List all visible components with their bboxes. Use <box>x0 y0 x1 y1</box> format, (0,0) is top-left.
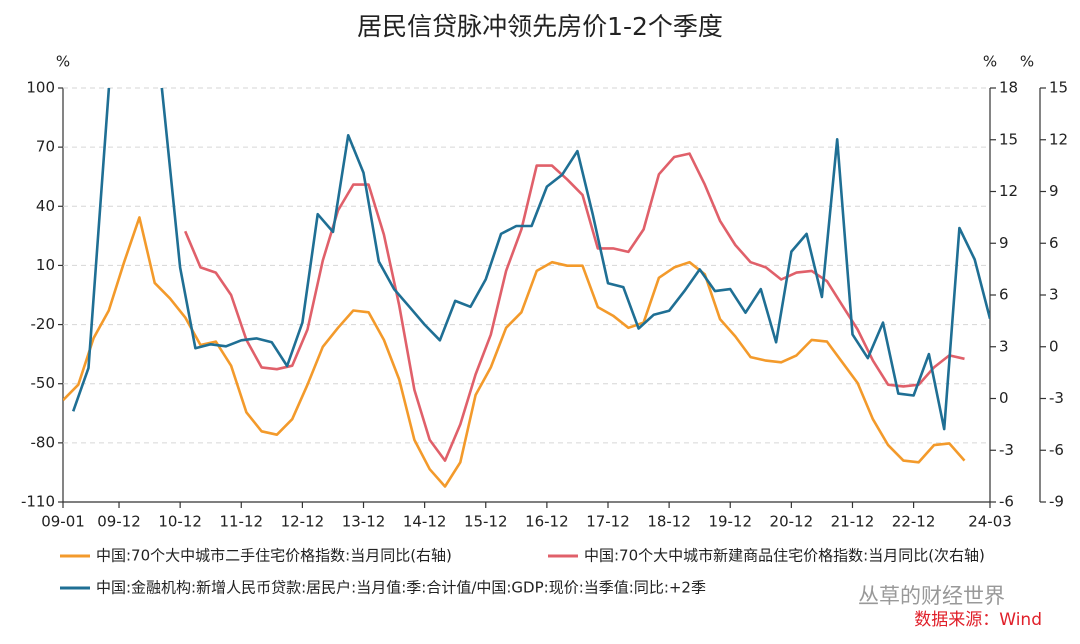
y3-tick-label: 12 <box>1049 130 1068 148</box>
y2-tick-label: 6 <box>999 286 1009 304</box>
x-tick-label: 10-12 <box>158 513 202 531</box>
y3-tick-label: -9 <box>1049 493 1064 511</box>
y-tick-label: 40 <box>36 197 55 215</box>
series-line <box>184 152 965 462</box>
x-tick-label: 14-12 <box>403 513 447 531</box>
y-tick-label: 70 <box>36 138 55 156</box>
x-tick-label: 12-12 <box>281 513 325 531</box>
y2-tick-label: -6 <box>999 493 1014 511</box>
y3-tick-label: 0 <box>1049 337 1059 355</box>
y2-tick-label: 3 <box>999 337 1009 355</box>
y3-tick-label: -3 <box>1049 389 1064 407</box>
y3-tick-label: 15 <box>1049 79 1068 97</box>
legend-label: 中国:金融机构:新增人民币贷款:居民户:当月值:季:合计值/中国:GDP:现价:… <box>96 579 706 597</box>
y-tick-label: -20 <box>31 315 56 333</box>
x-tick-label: 16-12 <box>525 513 569 531</box>
y3-tick-label: 9 <box>1049 182 1059 200</box>
x-tick-label: 20-12 <box>770 513 814 531</box>
legend-label: 中国:70个大中城市新建商品住宅价格指数:当月同比(次右轴) <box>584 547 985 565</box>
legend-label: 中国:70个大中城市二手住宅价格指数:当月同比(右轴) <box>96 547 452 565</box>
y2-tick-label: -3 <box>999 441 1014 459</box>
x-tick-label: 17-12 <box>586 513 630 531</box>
y2-tick-label: 15 <box>999 130 1018 148</box>
y2-unit: % <box>983 53 997 71</box>
x-tick-label: 13-12 <box>342 513 386 531</box>
y-unit: % <box>56 53 70 71</box>
chart-title: 居民信贷脉冲领先房价1-2个季度 <box>357 12 723 41</box>
x-tick-label: 09-12 <box>97 513 141 531</box>
y-tick-label: -50 <box>31 374 56 392</box>
x-tick-label: 15-12 <box>464 513 508 531</box>
source: 数据来源：Wind <box>914 610 1042 630</box>
x-tick-label: 21-12 <box>831 513 875 531</box>
x-tick-label: 18-12 <box>647 513 691 531</box>
y2-tick-label: 9 <box>999 234 1009 252</box>
y3-unit: % <box>1020 53 1034 71</box>
series-line <box>63 216 966 488</box>
x-tick-label: 22-12 <box>892 513 936 531</box>
y-tick-label: -80 <box>31 433 56 451</box>
y3-tick-label: 6 <box>1049 234 1059 252</box>
x-tick-label: 11-12 <box>219 513 263 531</box>
y3-tick-label: 3 <box>1049 286 1059 304</box>
x-tick-label: 24-03 <box>968 513 1012 531</box>
y3-tick-label: -6 <box>1049 441 1064 459</box>
x-tick-label: 19-12 <box>708 513 752 531</box>
x-tick-label: 09-01 <box>41 513 85 531</box>
watermark: 丛草的财经世界 <box>858 584 1005 608</box>
series-line <box>71 88 990 431</box>
y2-tick-label: 18 <box>999 79 1018 97</box>
y2-tick-label: 12 <box>999 182 1018 200</box>
y-tick-label: 10 <box>36 256 55 274</box>
y2-tick-label: 0 <box>999 389 1009 407</box>
y-tick-label: 100 <box>26 79 55 97</box>
y-tick-label: -110 <box>21 493 55 511</box>
